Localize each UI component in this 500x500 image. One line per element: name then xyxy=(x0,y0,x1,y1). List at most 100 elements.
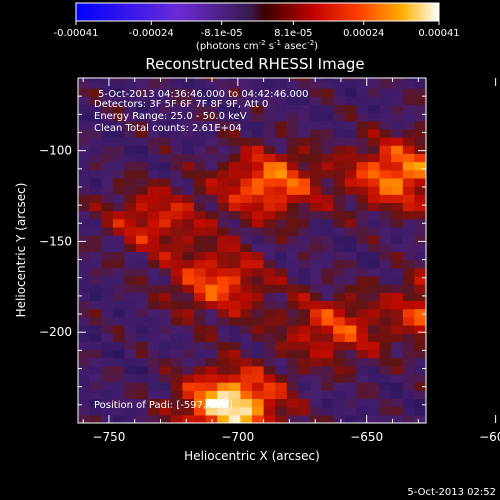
heatmap-cell xyxy=(333,308,346,318)
heatmap-cell xyxy=(414,87,426,97)
heatmap-cell xyxy=(379,341,392,351)
heatmap-cell xyxy=(170,235,183,244)
heatmap-cell xyxy=(379,300,392,310)
heatmap-cell xyxy=(182,308,195,318)
heatmap-cell xyxy=(321,243,334,253)
heatmap-cell xyxy=(402,235,415,244)
heatmap-cell xyxy=(321,390,334,400)
heatmap-cell xyxy=(391,78,404,81)
heatmap-cell xyxy=(240,292,253,302)
heatmap-cell xyxy=(136,153,149,163)
heatmap-cell xyxy=(368,324,381,334)
heatmap-cell xyxy=(136,210,149,220)
heatmap-cell xyxy=(344,292,357,302)
heatmap-cell xyxy=(112,259,125,269)
heatmap-cell xyxy=(344,210,357,220)
heatmap-cell xyxy=(101,79,114,89)
heatmap-cell xyxy=(182,406,195,416)
heatmap-cell xyxy=(101,128,114,138)
heatmap-cell xyxy=(391,226,404,236)
heatmap-cell xyxy=(286,324,299,334)
heatmap-cell xyxy=(78,398,91,408)
heatmap-cell xyxy=(228,324,241,334)
heatmap-cell xyxy=(356,104,369,114)
heatmap-cell xyxy=(286,390,299,400)
heatmap-cell xyxy=(159,226,172,236)
x-tick-label: −600 xyxy=(479,430,500,444)
heatmap-cell xyxy=(298,120,311,130)
heatmap-cell xyxy=(298,177,311,187)
heatmap-cell xyxy=(368,300,381,310)
heatmap-cell xyxy=(356,349,369,359)
heatmap-cell xyxy=(321,194,334,203)
heatmap-cell xyxy=(147,104,160,114)
heatmap-cell xyxy=(286,137,299,146)
heatmap-cell xyxy=(112,235,125,244)
heatmap-cell xyxy=(240,357,253,367)
heatmap-cell xyxy=(310,251,323,261)
heatmap-cell xyxy=(414,333,426,342)
heatmap-cell xyxy=(275,259,288,269)
heatmap-cell xyxy=(344,235,357,244)
heatmap-cell xyxy=(228,251,241,261)
heatmap-cell xyxy=(391,382,404,391)
heatmap-cell xyxy=(379,202,392,212)
heatmap-cell xyxy=(298,259,311,269)
heatmap-cell xyxy=(89,382,102,391)
heatmap-cell xyxy=(78,357,91,367)
heatmap-cell xyxy=(101,406,114,416)
heatmap-cell xyxy=(321,406,334,416)
heatmap-cell xyxy=(112,112,125,122)
heatmap-cell xyxy=(240,87,253,97)
heatmap-cell xyxy=(391,161,404,171)
heatmap-cell xyxy=(321,145,334,154)
heatmap-cell xyxy=(182,324,195,334)
heatmap-cell xyxy=(228,177,241,187)
heatmap-cell xyxy=(217,87,230,97)
heatmap-cell xyxy=(344,153,357,163)
heatmap-cell xyxy=(414,398,426,408)
heatmap-cell xyxy=(368,333,381,342)
heatmap-cell xyxy=(194,406,207,416)
heatmap-cell xyxy=(356,300,369,310)
heatmap-cell xyxy=(298,267,311,277)
heatmap-cell xyxy=(391,186,404,195)
annotation-energy-range: Energy Range: 25.0 - 50.0 keV xyxy=(94,111,247,122)
heatmap-cell xyxy=(147,112,160,122)
heatmap-cell xyxy=(194,87,207,97)
heatmap-cell xyxy=(275,120,288,130)
heatmap-cell xyxy=(379,153,392,163)
colorbar-tick-label: -0.00041 xyxy=(54,28,99,39)
heatmap-cell xyxy=(252,251,265,261)
heatmap-cell xyxy=(414,324,426,334)
heatmap-cell xyxy=(252,382,265,391)
heatmap-cell xyxy=(356,169,369,179)
heatmap-cell xyxy=(310,120,323,130)
heatmap-cell xyxy=(286,275,299,285)
heatmap-cell xyxy=(159,284,172,293)
heatmap-cell xyxy=(402,284,415,293)
heatmap-cell xyxy=(147,349,160,359)
heatmap-cell xyxy=(101,243,114,253)
heatmap-cell xyxy=(217,145,230,154)
heatmap-cell xyxy=(286,112,299,122)
heatmap-cell xyxy=(101,194,114,203)
heatmap-cell xyxy=(159,112,172,122)
heatmap-cell xyxy=(310,210,323,220)
heatmap-cell xyxy=(286,259,299,269)
heatmap-cell xyxy=(321,341,334,351)
heatmap-cell xyxy=(263,406,276,416)
heatmap-cell xyxy=(228,390,241,400)
heatmap-cell xyxy=(333,349,346,359)
heatmap-cell xyxy=(356,202,369,212)
heatmap-cell xyxy=(310,316,323,326)
heatmap-cell xyxy=(252,259,265,269)
heatmap-cell xyxy=(112,120,125,130)
heatmap-cell xyxy=(298,382,311,391)
heatmap-cell xyxy=(286,243,299,253)
heatmap-cell xyxy=(286,145,299,154)
heatmap-cell xyxy=(205,145,218,154)
heatmap-cell xyxy=(124,243,137,253)
heatmap-cells xyxy=(78,78,426,423)
heatmap-cell xyxy=(344,78,357,81)
